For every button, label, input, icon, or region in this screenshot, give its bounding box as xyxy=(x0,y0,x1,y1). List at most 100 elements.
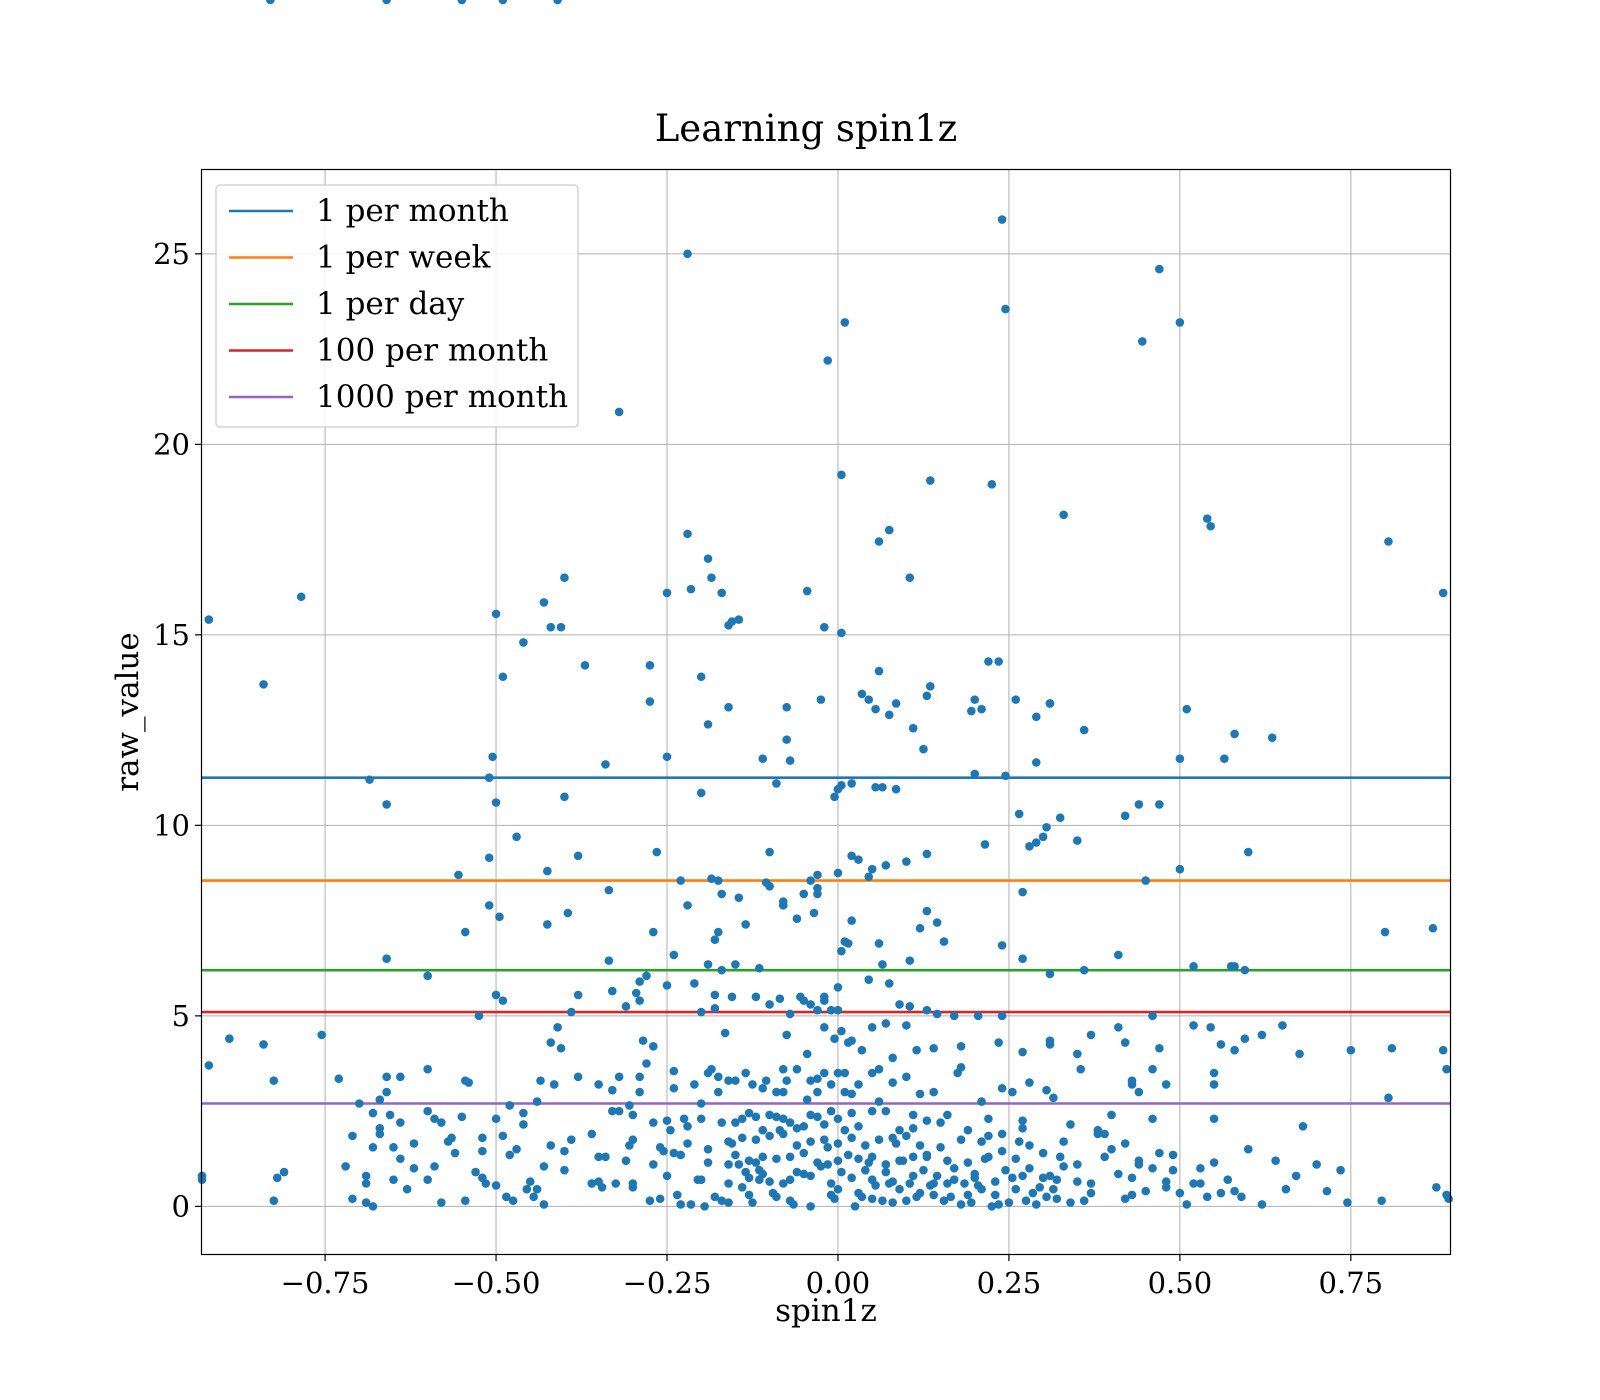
legend-label: 1000 per month xyxy=(316,379,568,415)
data-point xyxy=(943,1156,952,1165)
y-tick-label: 15 xyxy=(153,618,190,652)
data-point xyxy=(1267,733,1277,743)
data-point xyxy=(956,1200,966,1209)
data-point xyxy=(830,1194,839,1204)
data-point xyxy=(690,979,699,988)
data-point xyxy=(1189,1021,1198,1030)
data-point xyxy=(980,840,990,849)
data-point xyxy=(553,1022,562,1032)
data-point xyxy=(488,752,497,762)
data-point xyxy=(560,1146,569,1156)
data-point xyxy=(946,1192,956,1202)
data-point xyxy=(727,992,737,1002)
data-point xyxy=(765,1110,774,1120)
data-point xyxy=(563,908,573,918)
data-point xyxy=(813,1087,822,1097)
data-point xyxy=(423,1106,432,1116)
data-point xyxy=(642,971,651,981)
data-point xyxy=(956,1042,966,1051)
data-point xyxy=(1230,1045,1239,1055)
data-point xyxy=(471,1167,480,1177)
data-point xyxy=(751,1135,761,1144)
data-point xyxy=(895,1156,904,1165)
data-point xyxy=(802,1095,812,1104)
data-point xyxy=(1141,1186,1150,1196)
data-point xyxy=(611,1179,621,1188)
data-point xyxy=(662,1171,672,1181)
data-point xyxy=(724,702,733,712)
data-point xyxy=(532,1184,542,1194)
y-axis-ticks: 0 5 10 15 20 25 xyxy=(153,237,202,1223)
data-point xyxy=(925,681,935,691)
data-point xyxy=(727,617,737,626)
data-point xyxy=(1014,1137,1024,1146)
legend-label: 1 per month xyxy=(316,193,509,229)
data-point xyxy=(382,954,391,964)
data-point xyxy=(368,1108,378,1118)
data-point xyxy=(905,956,915,965)
data-point xyxy=(649,927,658,937)
data-point xyxy=(594,1080,603,1089)
data-point xyxy=(508,1196,518,1205)
data-point xyxy=(1243,847,1253,857)
data-point xyxy=(878,1196,887,1205)
data-point xyxy=(460,1196,470,1205)
data-point xyxy=(915,1141,925,1150)
data-point xyxy=(840,1087,850,1097)
data-point xyxy=(864,975,874,984)
data-point xyxy=(905,1179,915,1188)
data-point xyxy=(919,744,928,754)
data-point xyxy=(1182,704,1192,714)
data-point xyxy=(970,695,980,704)
data-point xyxy=(833,1005,843,1015)
data-point xyxy=(375,1123,385,1133)
data-point xyxy=(908,1110,918,1120)
data-point xyxy=(884,525,894,535)
data-point xyxy=(731,1118,740,1127)
data-point xyxy=(1148,1163,1157,1173)
data-point xyxy=(997,1146,1007,1156)
data-point xyxy=(717,1118,727,1127)
data-point xyxy=(802,1049,812,1059)
data-point xyxy=(365,775,374,784)
data-point xyxy=(1127,1173,1137,1183)
data-point xyxy=(645,697,655,706)
data-point xyxy=(690,1080,699,1089)
data-point xyxy=(1079,965,1089,975)
data-point xyxy=(755,963,764,973)
data-point xyxy=(895,1000,904,1009)
data-point xyxy=(1127,1076,1137,1085)
data-point xyxy=(385,1110,395,1120)
data-point xyxy=(724,1137,733,1146)
data-point xyxy=(266,0,275,5)
data-point xyxy=(713,927,723,937)
data-point xyxy=(861,1165,870,1175)
data-point xyxy=(679,1114,689,1124)
data-point xyxy=(491,798,501,807)
plot-frame xyxy=(200,168,1452,1256)
data-point xyxy=(1093,1129,1103,1139)
data-point xyxy=(731,1076,740,1085)
data-point xyxy=(837,1167,846,1177)
data-point xyxy=(1028,1188,1038,1198)
data-point xyxy=(573,990,583,1000)
data-point xyxy=(922,1150,932,1160)
data-point xyxy=(549,1080,559,1089)
data-point xyxy=(943,1110,952,1120)
data-point xyxy=(929,1190,939,1200)
data-point xyxy=(556,1043,566,1053)
data-point xyxy=(1175,318,1185,327)
data-point xyxy=(1073,1049,1082,1059)
data-point xyxy=(409,1139,419,1148)
data-point xyxy=(792,1141,802,1150)
data-point xyxy=(724,1198,733,1207)
data-point xyxy=(1298,1122,1308,1131)
data-point xyxy=(984,1131,993,1141)
data-point xyxy=(765,847,774,857)
data-point xyxy=(874,1097,884,1106)
data-point xyxy=(891,784,901,794)
data-point xyxy=(919,1165,928,1175)
data-point xyxy=(888,1053,897,1063)
data-point xyxy=(519,1108,528,1118)
data-point xyxy=(587,1179,597,1188)
